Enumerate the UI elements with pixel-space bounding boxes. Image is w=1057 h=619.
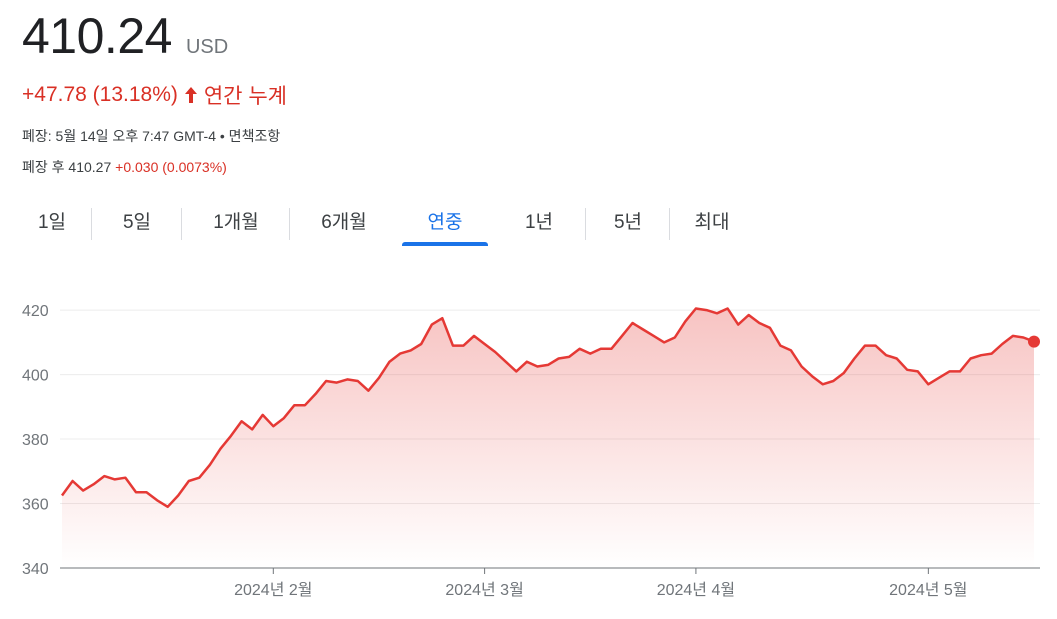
tab-label: 5년 [613,211,643,233]
tab-1m[interactable]: 1개월 [182,200,290,240]
tab-1y[interactable]: 1년 [492,200,586,240]
price-area [62,308,1034,568]
close-info: 폐장: 5월 14일 오후 7:47 GMT-4 • 면책조항 [22,126,280,146]
last-price-dot [1028,335,1040,348]
tab-label: 최대 [694,211,730,233]
current-price: 410.24 [22,8,172,64]
tab-label: 1일 [37,211,67,233]
x-tick-label: 2024년 5월 [889,581,967,599]
after-hours-label: 폐장 후 410.27 [22,159,112,175]
y-tick-label: 340 [22,561,49,578]
price-line [60,307,1035,509]
tab-label: 1년 [524,211,554,233]
y-tick-label: 380 [22,432,49,449]
active-tab-indicator [402,242,488,246]
arrow-up-icon [184,87,197,103]
tab-ytd[interactable]: 연중 [398,200,492,246]
price-row: 410.24 USD [22,6,228,66]
after-hours-change: +0.030 (0.0073%) [115,159,227,175]
tab-label: 1개월 [213,211,259,233]
tab-5y[interactable]: 5년 [586,200,670,240]
tab-6m[interactable]: 6개월 [290,200,398,240]
close-label: 폐장: 5월 14일 오후 7:47 GMT-4 • 면책조항 [22,128,281,144]
y-tick-label: 420 [22,303,49,320]
x-tick-label: 2024년 4월 [657,581,735,599]
tab-max[interactable]: 최대 [670,200,754,240]
currency-label: USD [185,36,229,58]
range-tabs: 1일 5일 1개월 6개월 연중 1년 5년 최대 [12,200,754,248]
price-chart[interactable]: 420 400 380 360 340 2024년 2월 2024년 3월 2024년 4월… [0,280,1057,615]
x-tick-label: 2024년 3월 [445,581,523,599]
y-tick-label: 360 [22,497,49,514]
y-tick-label: 400 [22,368,49,385]
price-change: +47.78 (13.18%) [22,83,178,106]
tab-label: 5일 [122,211,152,233]
after-hours-info: 폐장 후 410.27 +0.030 (0.0073%) [22,157,227,177]
x-tick-label: 2024년 2월 [234,581,312,599]
tab-label: 6개월 [321,211,367,233]
tab-label: 연중 [427,211,463,233]
period-label: 연간 누계 [203,85,287,108]
tab-5d[interactable]: 5일 [92,200,182,240]
change-row: +47.78 (13.18%) 연간 누계 [22,80,287,110]
tab-1d[interactable]: 1일 [12,200,92,240]
